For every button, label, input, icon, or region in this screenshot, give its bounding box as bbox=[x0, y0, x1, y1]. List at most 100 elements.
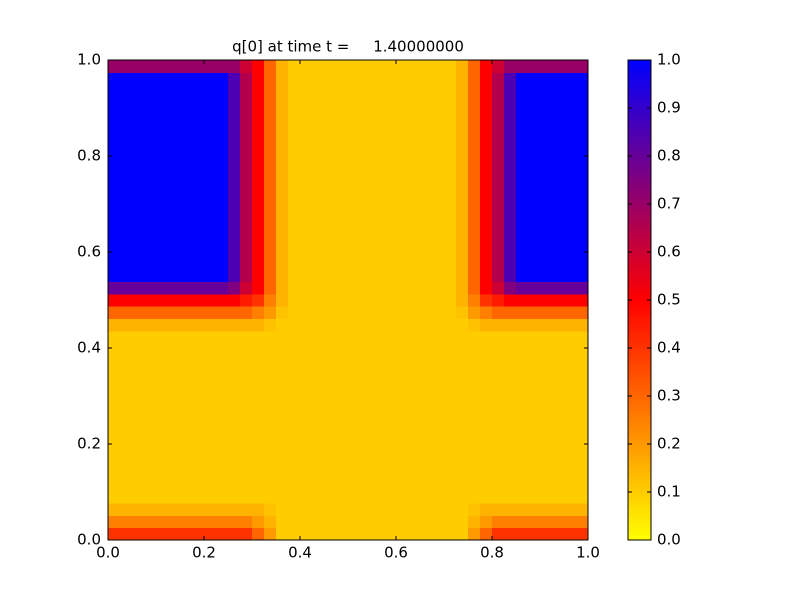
cell bbox=[120, 109, 133, 123]
cell bbox=[480, 183, 493, 196]
cell bbox=[144, 158, 157, 172]
cell bbox=[408, 146, 421, 159]
cell bbox=[408, 466, 421, 479]
cell bbox=[228, 293, 241, 307]
cell bbox=[420, 441, 433, 455]
cell bbox=[552, 404, 565, 418]
cell bbox=[168, 170, 181, 184]
cell bbox=[180, 466, 193, 479]
cell bbox=[540, 133, 553, 147]
cell bbox=[504, 207, 517, 221]
cell bbox=[264, 195, 277, 209]
cell bbox=[480, 281, 493, 295]
cell bbox=[324, 429, 337, 443]
cell bbox=[480, 60, 493, 73]
cell bbox=[264, 478, 277, 492]
cell bbox=[492, 355, 505, 369]
cell bbox=[504, 84, 517, 98]
cell bbox=[516, 72, 529, 86]
cell bbox=[324, 158, 337, 172]
cell bbox=[552, 220, 565, 233]
cell bbox=[168, 453, 181, 467]
cell bbox=[204, 478, 217, 492]
cell bbox=[492, 490, 505, 504]
cell bbox=[576, 330, 589, 344]
cell bbox=[276, 429, 289, 443]
cell bbox=[288, 232, 301, 246]
cell bbox=[396, 429, 409, 443]
cell bbox=[144, 256, 157, 270]
cell bbox=[480, 380, 493, 393]
cell bbox=[384, 84, 397, 98]
cell bbox=[336, 109, 349, 123]
cell bbox=[504, 367, 517, 381]
cell bbox=[216, 392, 229, 406]
cell bbox=[132, 269, 145, 283]
cell bbox=[480, 343, 493, 356]
cell bbox=[108, 158, 121, 172]
cell bbox=[288, 84, 301, 98]
cell bbox=[312, 220, 325, 233]
cell bbox=[204, 367, 217, 381]
cell bbox=[372, 244, 385, 258]
cell bbox=[336, 207, 349, 221]
cell bbox=[492, 146, 505, 159]
cell bbox=[216, 84, 229, 98]
cell bbox=[156, 220, 169, 233]
cell bbox=[456, 441, 469, 455]
cell bbox=[156, 441, 169, 455]
cell bbox=[516, 441, 529, 455]
cell bbox=[192, 232, 205, 246]
cell bbox=[504, 527, 517, 541]
cell bbox=[528, 195, 541, 209]
cell bbox=[516, 404, 529, 418]
cell bbox=[552, 60, 565, 73]
cell bbox=[408, 158, 421, 172]
cell bbox=[312, 367, 325, 381]
cell bbox=[300, 416, 313, 430]
cell bbox=[540, 515, 553, 529]
cell bbox=[264, 170, 277, 184]
cell bbox=[456, 478, 469, 492]
cell bbox=[276, 380, 289, 393]
cell bbox=[180, 330, 193, 344]
cell bbox=[240, 109, 253, 123]
cell bbox=[396, 478, 409, 492]
cell bbox=[420, 170, 433, 184]
cell bbox=[264, 318, 277, 332]
cell bbox=[564, 269, 577, 283]
cell bbox=[384, 244, 397, 258]
cell bbox=[120, 220, 133, 233]
cell bbox=[180, 367, 193, 381]
cell bbox=[456, 256, 469, 270]
cell bbox=[252, 503, 265, 516]
cell bbox=[480, 503, 493, 516]
cell bbox=[396, 404, 409, 418]
cell bbox=[396, 527, 409, 541]
cell bbox=[576, 133, 589, 147]
cell bbox=[384, 441, 397, 455]
cell bbox=[288, 96, 301, 110]
cell bbox=[360, 367, 373, 381]
cell bbox=[240, 170, 253, 184]
cell bbox=[384, 72, 397, 86]
cell bbox=[372, 195, 385, 209]
cell bbox=[204, 146, 217, 159]
cell bbox=[216, 170, 229, 184]
cell bbox=[168, 380, 181, 393]
cell bbox=[456, 293, 469, 307]
cell bbox=[576, 490, 589, 504]
cell bbox=[540, 158, 553, 172]
cell bbox=[528, 367, 541, 381]
cell bbox=[552, 306, 565, 319]
cell bbox=[204, 170, 217, 184]
cell bbox=[276, 72, 289, 86]
cell bbox=[264, 490, 277, 504]
cell bbox=[552, 72, 565, 86]
cell bbox=[300, 478, 313, 492]
cell bbox=[336, 84, 349, 98]
cell bbox=[168, 195, 181, 209]
cell bbox=[384, 404, 397, 418]
cell bbox=[348, 84, 361, 98]
cell bbox=[336, 527, 349, 541]
